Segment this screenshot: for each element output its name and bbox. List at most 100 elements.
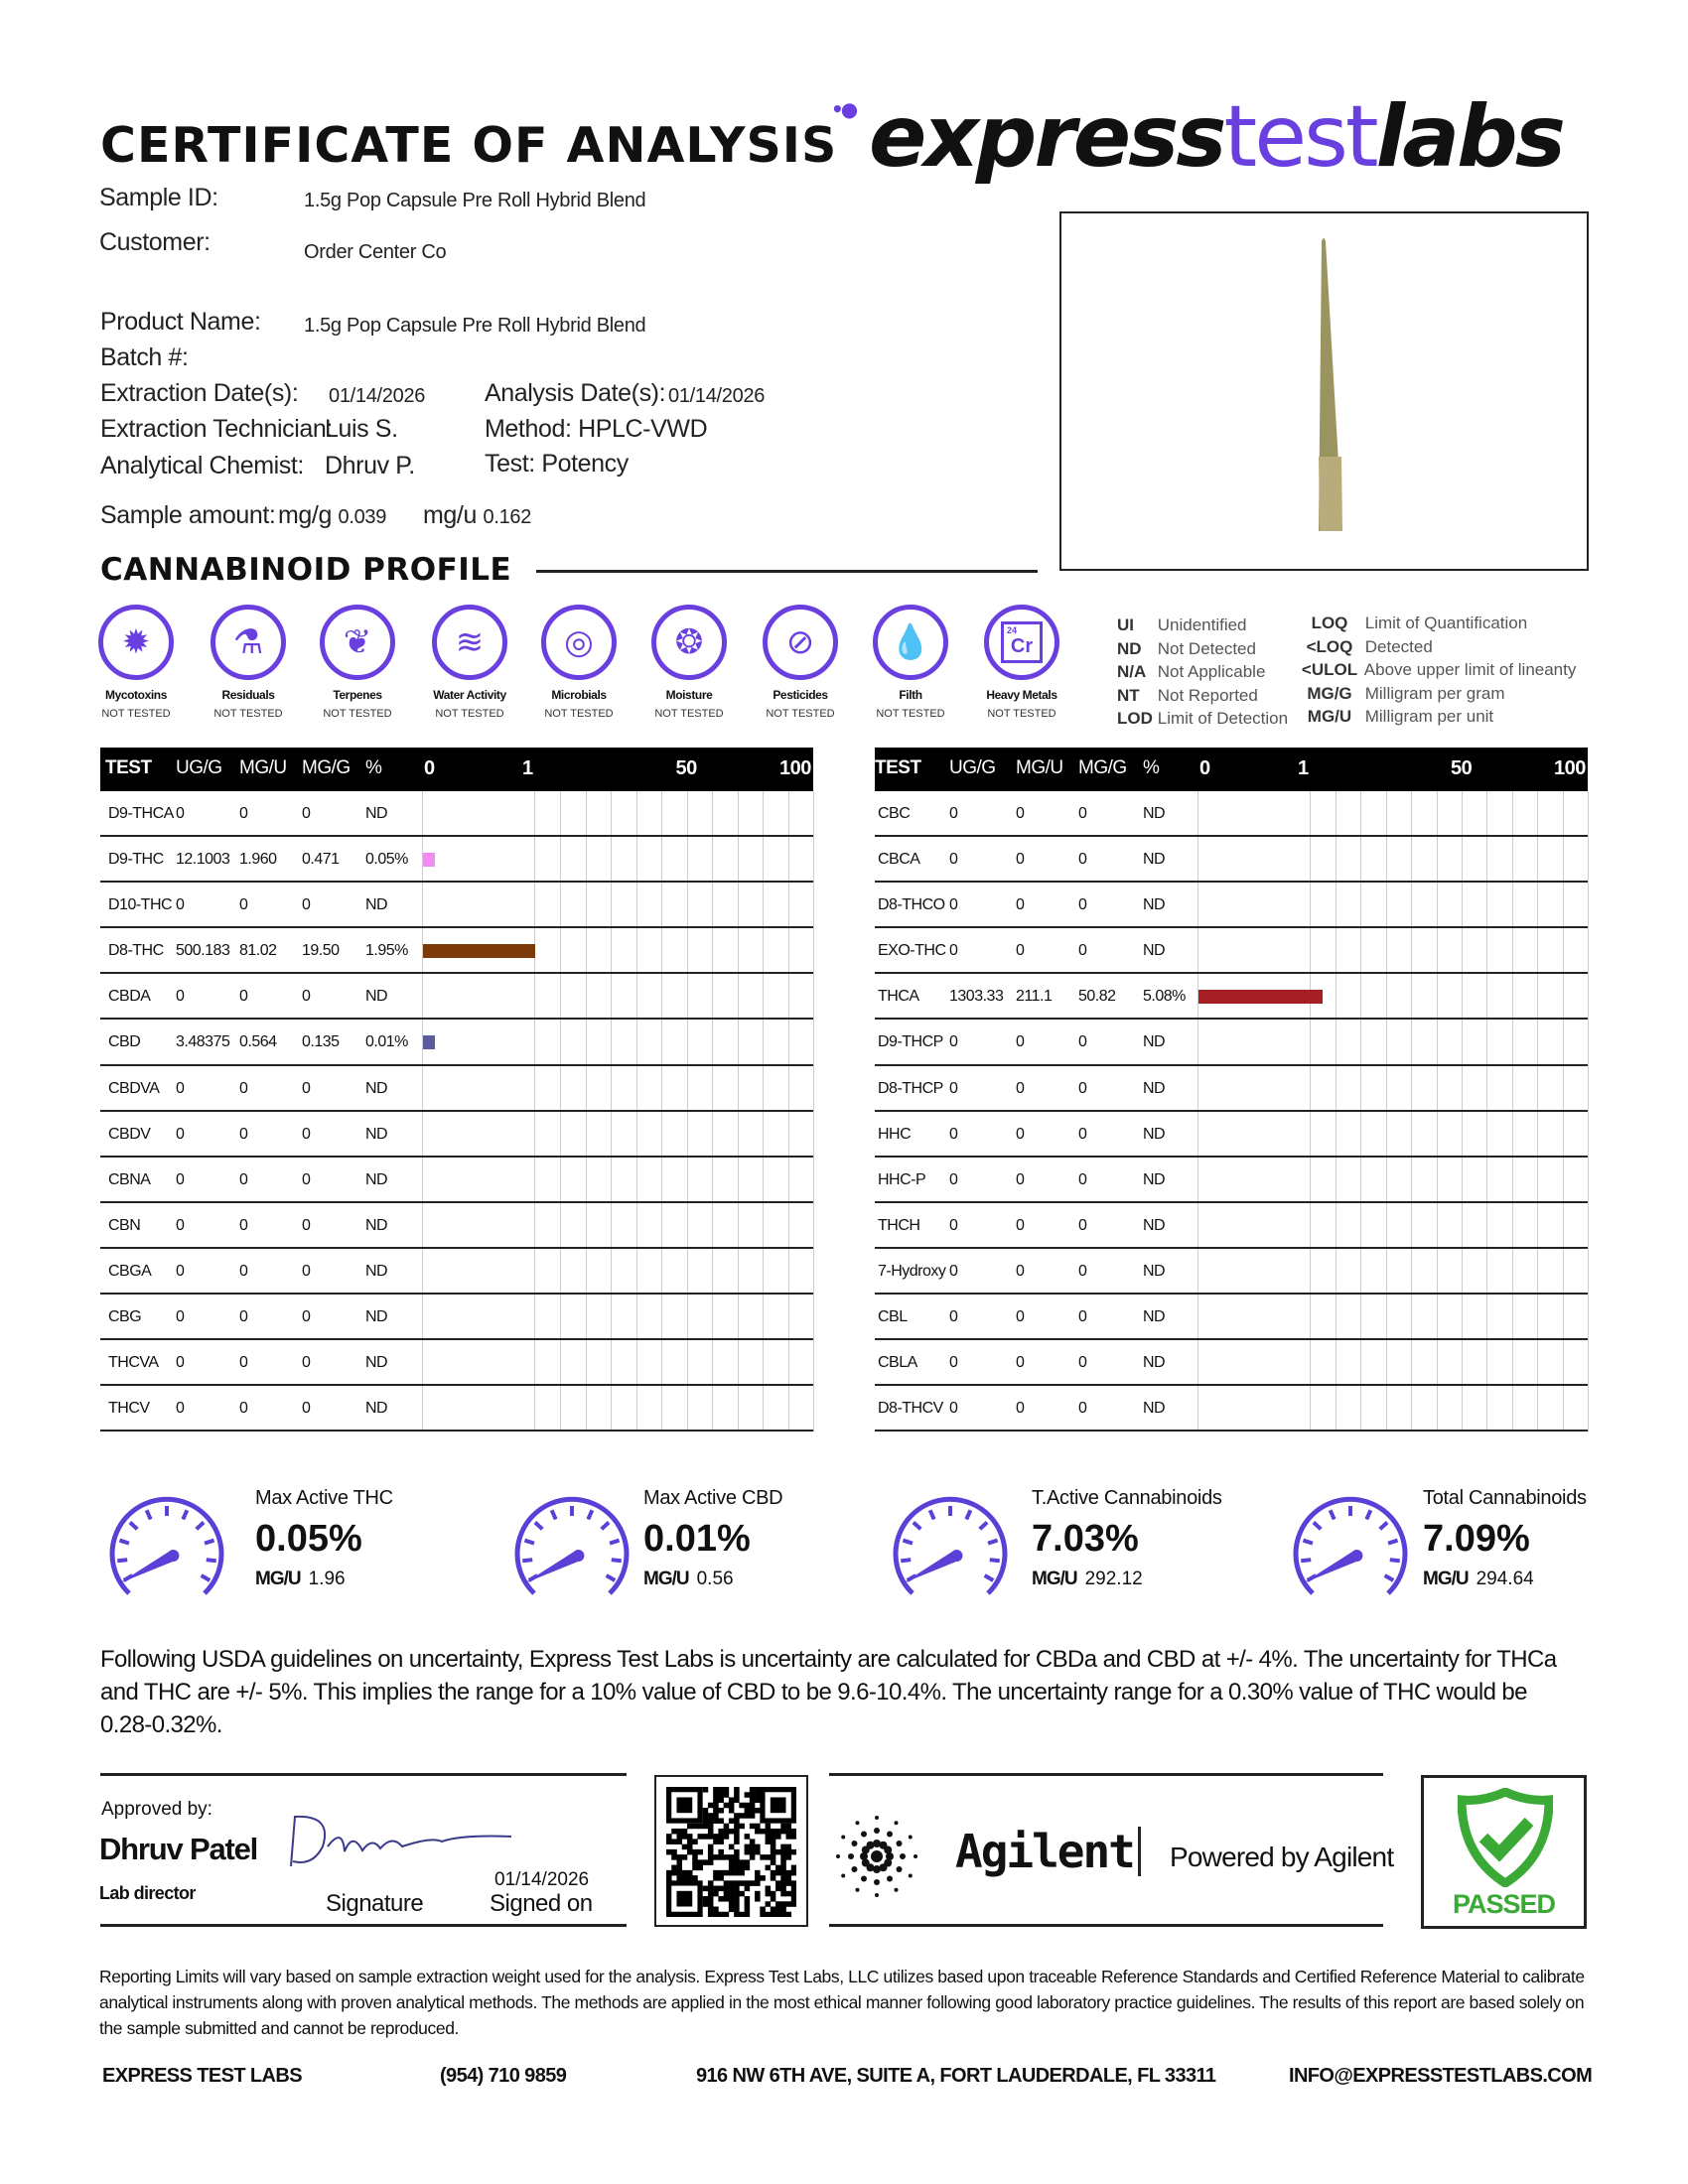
analysis-date: 01/14/2026 bbox=[668, 385, 766, 407]
cell: 1303.33 bbox=[949, 988, 1004, 1006]
cell: 0 bbox=[176, 805, 185, 822]
legend-item: N/A Not Applicable bbox=[1117, 662, 1266, 681]
footer-phone[interactable]: (954) 710 9859 bbox=[440, 2065, 567, 2087]
logo-dots-icon: •● bbox=[831, 97, 858, 121]
cell: ND bbox=[1143, 1170, 1166, 1188]
cannabinoid-table-left: TEST UG/G MG/U MG/G % 0 1 50 100 D9-THCA 0 0 0 ND… bbox=[100, 748, 814, 1433]
qr-code[interactable] bbox=[654, 1775, 808, 1927]
gauge-icon bbox=[109, 1496, 224, 1595]
cell: 0 bbox=[302, 1125, 311, 1143]
cell: ND bbox=[365, 1170, 388, 1188]
bar-thca bbox=[1198, 990, 1323, 1005]
cell: ND bbox=[365, 1354, 388, 1372]
table-row: THCV 0 0 0 ND bbox=[100, 1386, 813, 1433]
grid-line bbox=[1588, 791, 1589, 1432]
cell: ND bbox=[365, 1125, 388, 1143]
cell: ND bbox=[1143, 1400, 1166, 1418]
footer-address: 916 NW 6TH AVE, SUITE A, FORT LAUDERDALE… bbox=[696, 2065, 1216, 2087]
cell: EXO-THC bbox=[878, 942, 946, 960]
cell: 0 bbox=[302, 1262, 311, 1280]
cell: ND bbox=[1143, 1216, 1166, 1234]
passed-badge: PASSED bbox=[1421, 1775, 1587, 1929]
cell: ND bbox=[365, 1262, 388, 1280]
cell: 0 bbox=[302, 1216, 311, 1234]
drop-icon: 💧 bbox=[873, 605, 948, 680]
summary-2: T.Active Cannabinoids 7.03% MG/U 292.12 bbox=[1032, 1487, 1222, 1589]
cell: ND bbox=[365, 1308, 388, 1326]
legend-item: LOQ Limit of Quantification bbox=[1311, 614, 1528, 632]
table-row: THCVA 0 0 0 ND bbox=[100, 1340, 813, 1387]
cell: 0.135 bbox=[302, 1033, 340, 1051]
cell: ND bbox=[365, 988, 388, 1006]
cell: CBC bbox=[878, 805, 911, 822]
cell: ND bbox=[365, 1079, 388, 1097]
test-pesticides: ⊘ Pesticides NOT TESTED bbox=[741, 605, 860, 720]
cell: 0 bbox=[176, 1400, 185, 1418]
approver-role: Lab director bbox=[99, 1883, 196, 1903]
flask-warning-icon: ⚗ bbox=[211, 605, 286, 680]
legend-item: ND Not Detected bbox=[1117, 638, 1256, 658]
cell: 0 bbox=[239, 1079, 248, 1097]
cell: 0 bbox=[1078, 1400, 1087, 1418]
method: HPLC-VWD bbox=[578, 415, 708, 443]
qr-code-image bbox=[665, 1786, 797, 1918]
table-row: 7-Hydroxy 0 0 0 ND bbox=[875, 1249, 1588, 1296]
legend-item: MG/G Milligram per gram bbox=[1307, 683, 1505, 703]
table-row: CBDA 0 0 0 ND bbox=[100, 974, 813, 1021]
table-row: D8-THCV 0 0 0 ND bbox=[875, 1386, 1588, 1433]
cell: 0 bbox=[1016, 1262, 1025, 1280]
table-row: CBLA 0 0 0 ND bbox=[875, 1340, 1588, 1387]
table-row: D8-THCO 0 0 0 ND bbox=[875, 883, 1588, 929]
test-heavy-metals: Cr 24 Heavy Metals NOT TESTED bbox=[962, 605, 1081, 720]
cell: 0 bbox=[1016, 1354, 1025, 1372]
table-row: D9-THCP 0 0 0 ND bbox=[875, 1020, 1588, 1066]
cell: 0 bbox=[239, 1354, 248, 1372]
mold-spore-icon: ✹ bbox=[98, 605, 174, 680]
cell: ND bbox=[1143, 1033, 1166, 1051]
disclaimer: Reporting Limits will vary based on samp… bbox=[99, 1967, 1585, 2038]
cell: 0 bbox=[1016, 1216, 1025, 1234]
sample-id: 1.5g Pop Capsule Pre Roll Hybrid Blend bbox=[304, 190, 646, 211]
gauge-icon bbox=[893, 1496, 1008, 1595]
cannabinoid-table-right: TEST UG/G MG/U MG/G % 0 1 50 100 CBC 0 0 0 ND CBCA… bbox=[875, 748, 1589, 1433]
cell: 0 bbox=[1016, 1125, 1025, 1143]
table-row: CBD 3.48375 0.564 0.135 0.01% bbox=[100, 1020, 813, 1066]
footer-company: EXPRESS TEST LABS bbox=[102, 2065, 303, 2087]
cell: 0 bbox=[1078, 851, 1087, 869]
chemist: Dhruv P. bbox=[325, 452, 415, 479]
divider bbox=[100, 1924, 627, 1927]
cell: THCVA bbox=[108, 1354, 159, 1372]
summary-value: 7.03% bbox=[1032, 1518, 1139, 1560]
cell: 3.48375 bbox=[176, 1033, 230, 1051]
summary-mgu: 294.64 bbox=[1476, 1569, 1534, 1589]
cell: 1.960 bbox=[239, 851, 277, 869]
footer-email[interactable]: INFO@EXPRESSTESTLABS.COM bbox=[1289, 2065, 1593, 2087]
test-status: NOT TESTED bbox=[987, 708, 1056, 720]
cell: 0 bbox=[302, 988, 311, 1006]
cell: CBDVA bbox=[108, 1079, 160, 1097]
scale-tick: 1 bbox=[1298, 757, 1309, 779]
divider bbox=[829, 1773, 1383, 1776]
cell: 0 bbox=[1016, 851, 1025, 869]
divider bbox=[829, 1924, 1383, 1927]
cell: CBL bbox=[878, 1308, 908, 1326]
cell: 0 bbox=[1078, 1308, 1087, 1326]
cell: THCA bbox=[878, 988, 919, 1006]
table-row: THCH 0 0 0 ND bbox=[875, 1203, 1588, 1249]
cell: THCH bbox=[878, 1216, 920, 1234]
summary-value: 0.05% bbox=[255, 1518, 362, 1560]
cell: HHC bbox=[878, 1125, 912, 1143]
cell: 0 bbox=[176, 1216, 185, 1234]
test-filth: 💧 Filth NOT TESTED bbox=[851, 605, 970, 720]
cell: ND bbox=[1143, 851, 1166, 869]
table-row: CBNA 0 0 0 ND bbox=[100, 1158, 813, 1203]
cell: 0.564 bbox=[239, 1033, 277, 1051]
page-title: CERTIFICATE OF ANALYSIS bbox=[100, 117, 838, 174]
cell: 0 bbox=[239, 805, 248, 822]
cell: ND bbox=[365, 1216, 388, 1234]
cell: ND bbox=[1143, 1079, 1166, 1097]
test-terpenes: ❦ Terpenes NOT TESTED bbox=[298, 605, 417, 720]
cell: 0 bbox=[949, 1308, 958, 1326]
legend-item: MG/U Milligram per unit bbox=[1307, 707, 1494, 726]
table-row: D9-THC 12.1003 1.960 0.471 0.05% bbox=[100, 837, 813, 884]
